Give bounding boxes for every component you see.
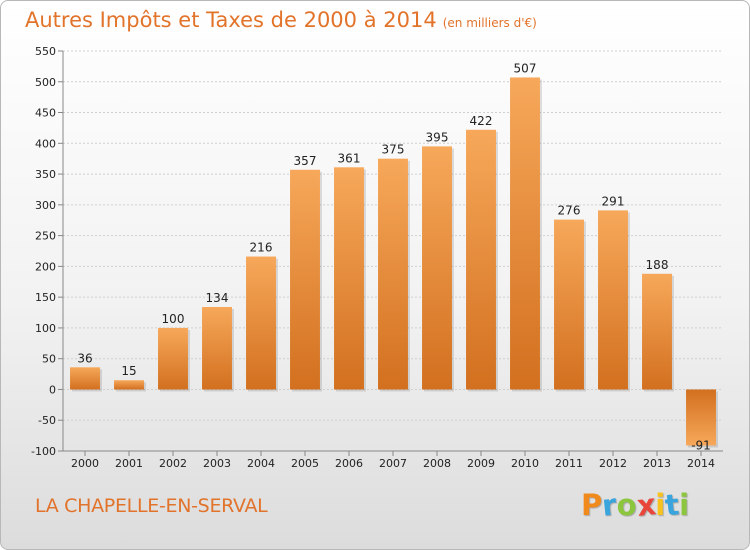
data-label: 100: [162, 312, 185, 326]
y-tick-label: 550: [35, 45, 56, 58]
bar-2010: [510, 77, 540, 390]
y-tick-label: 0: [49, 383, 56, 396]
bar-2003: [202, 307, 232, 390]
data-label: 216: [250, 241, 273, 255]
x-tick-label: 2010: [511, 457, 539, 470]
data-label: 188: [646, 258, 669, 272]
y-tick-label: 500: [35, 76, 56, 89]
bar-2012: [598, 210, 628, 390]
data-label: 15: [121, 364, 136, 378]
x-tick-label: 2002: [159, 457, 187, 470]
x-tick-label: 2006: [335, 457, 363, 470]
bar-2000: [70, 367, 100, 390]
x-tick-label: 2013: [643, 457, 671, 470]
bar-2005: [290, 169, 320, 390]
data-label: -91: [691, 438, 711, 452]
y-tick-label: 250: [35, 230, 56, 243]
data-label: 291: [602, 194, 625, 208]
bars: [70, 77, 718, 448]
logo-letter: o: [616, 488, 637, 522]
x-tick-label: 2005: [291, 457, 319, 470]
chart-title: Autres Impôts et Taxes de 2000 à 2014 (en…: [25, 8, 537, 32]
x-tick-label: 2001: [115, 457, 143, 470]
bar-2006: [334, 167, 364, 390]
x-tick-label: 2004: [247, 457, 275, 470]
logo-letter: i: [655, 488, 666, 522]
y-tick-label: 50: [42, 353, 56, 366]
x-tick-label: 2007: [379, 457, 407, 470]
bar-2014: [686, 389, 716, 446]
bar-2001: [114, 380, 144, 390]
y-tick-label: -50: [38, 414, 56, 427]
data-label: 361: [338, 151, 361, 165]
x-tick-label: 2003: [203, 457, 231, 470]
x-tick-label: 2008: [423, 457, 451, 470]
bar-2011: [554, 219, 584, 390]
axes: -100 -50 0 50 100 150 200 250 300 350 400 450 500 550…: [31, 45, 723, 470]
y-tick-label: -100: [31, 445, 56, 458]
data-label: 375: [382, 143, 405, 157]
bar-2007: [378, 158, 408, 390]
x-tick-label: 2012: [599, 457, 627, 470]
y-tick-label: 300: [35, 199, 56, 212]
data-label: 36: [77, 351, 92, 365]
x-tick-label: 2011: [555, 457, 583, 470]
x-tick-label: 2009: [467, 457, 495, 470]
x-tick-label: 2014: [687, 457, 715, 470]
bar-2009: [466, 129, 496, 390]
proxiti-logo[interactable]: Proxiti: [581, 487, 690, 523]
logo-letter: i: [679, 488, 690, 522]
data-label: 357: [294, 154, 317, 168]
logo-letter: x: [634, 487, 657, 523]
x-tick-label: 2000: [71, 457, 99, 470]
city-name: LA CHAPELLE-EN-SERVAL: [35, 495, 268, 517]
data-label: 422: [470, 114, 493, 128]
bar-2013: [642, 273, 672, 390]
y-tick-label: 150: [35, 291, 56, 304]
y-tick-label: 350: [35, 168, 56, 181]
chart-subtitle: (en milliers d'€): [442, 16, 537, 30]
bar-2004: [246, 256, 276, 390]
bar-2008: [422, 146, 452, 390]
data-label: 395: [426, 130, 449, 144]
y-tick-label: 200: [35, 260, 56, 273]
chart-title-text: Autres Impôts et Taxes de 2000 à 2014: [25, 8, 437, 32]
y-tick-label: 450: [35, 107, 56, 120]
data-label: 276: [558, 204, 581, 218]
data-label: 507: [514, 61, 537, 75]
value-labels: 36 15 100 134 216 357 361 375 395 422 507 276 291 188…: [77, 61, 710, 452]
data-label: 134: [206, 291, 229, 305]
logo-letter: P: [581, 488, 603, 522]
y-tick-label: 400: [35, 137, 56, 150]
y-tick-label: 100: [35, 322, 56, 335]
bar-2002: [158, 327, 188, 390]
